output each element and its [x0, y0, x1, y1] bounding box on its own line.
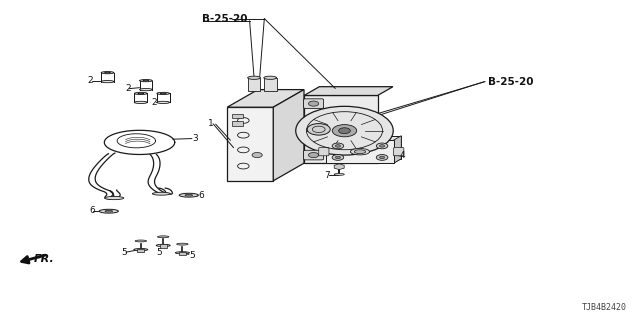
Ellipse shape — [156, 244, 170, 247]
Circle shape — [335, 145, 340, 147]
Polygon shape — [326, 159, 401, 163]
FancyBboxPatch shape — [319, 148, 329, 156]
Polygon shape — [227, 107, 273, 181]
Circle shape — [339, 128, 350, 134]
Bar — [232, 114, 243, 118]
Ellipse shape — [264, 76, 276, 79]
Ellipse shape — [355, 150, 366, 154]
Ellipse shape — [105, 211, 113, 212]
Text: 6: 6 — [89, 206, 95, 215]
Text: 5: 5 — [122, 248, 127, 257]
Polygon shape — [304, 87, 393, 95]
Text: TJB4B2420: TJB4B2420 — [582, 303, 627, 312]
Circle shape — [308, 101, 319, 106]
Ellipse shape — [143, 80, 149, 81]
Bar — [160, 244, 167, 248]
Text: 5: 5 — [156, 248, 161, 257]
Ellipse shape — [248, 76, 260, 79]
Polygon shape — [304, 95, 378, 163]
Circle shape — [376, 155, 388, 160]
Polygon shape — [326, 140, 394, 163]
Bar — [232, 121, 243, 126]
Ellipse shape — [99, 209, 118, 213]
Ellipse shape — [175, 252, 189, 254]
Ellipse shape — [134, 248, 148, 251]
Polygon shape — [334, 136, 401, 159]
Ellipse shape — [105, 72, 111, 73]
Polygon shape — [394, 136, 401, 163]
Text: 2: 2 — [151, 98, 157, 107]
FancyBboxPatch shape — [303, 150, 324, 160]
Text: 2: 2 — [125, 84, 131, 93]
Ellipse shape — [134, 92, 147, 95]
Ellipse shape — [140, 89, 152, 91]
Circle shape — [296, 106, 393, 155]
Ellipse shape — [101, 72, 114, 74]
Ellipse shape — [138, 93, 144, 94]
Ellipse shape — [134, 101, 147, 104]
Circle shape — [335, 156, 340, 159]
FancyBboxPatch shape — [394, 148, 404, 156]
Bar — [248, 78, 260, 91]
Bar — [264, 78, 276, 91]
Text: 5: 5 — [189, 251, 195, 260]
Bar — [138, 249, 145, 252]
Ellipse shape — [104, 196, 124, 200]
Circle shape — [380, 156, 385, 159]
Circle shape — [307, 124, 330, 135]
Ellipse shape — [179, 193, 198, 197]
Ellipse shape — [185, 195, 193, 196]
Ellipse shape — [140, 80, 152, 82]
Polygon shape — [227, 90, 304, 107]
Text: 1: 1 — [208, 119, 214, 128]
FancyBboxPatch shape — [303, 99, 324, 108]
Text: B-25-20: B-25-20 — [202, 13, 247, 24]
Ellipse shape — [135, 240, 147, 242]
Text: 4: 4 — [400, 151, 406, 160]
Ellipse shape — [334, 173, 344, 175]
Circle shape — [308, 153, 319, 158]
Ellipse shape — [351, 148, 370, 155]
Circle shape — [332, 124, 356, 137]
Polygon shape — [273, 90, 304, 181]
Ellipse shape — [101, 81, 114, 83]
Circle shape — [332, 155, 344, 160]
Circle shape — [376, 143, 388, 149]
Ellipse shape — [177, 243, 188, 245]
Circle shape — [380, 145, 385, 147]
Text: B-25-20: B-25-20 — [488, 76, 533, 87]
Circle shape — [332, 143, 344, 149]
Ellipse shape — [157, 236, 169, 238]
Circle shape — [252, 153, 262, 158]
Text: 7: 7 — [324, 171, 330, 180]
Ellipse shape — [157, 92, 170, 95]
Text: 2: 2 — [88, 76, 93, 85]
Ellipse shape — [157, 101, 170, 104]
Text: 6: 6 — [198, 191, 204, 200]
Text: FR.: FR. — [33, 253, 54, 264]
Text: 3: 3 — [192, 134, 198, 143]
Ellipse shape — [152, 192, 170, 195]
Ellipse shape — [160, 93, 166, 94]
Bar — [179, 252, 186, 255]
